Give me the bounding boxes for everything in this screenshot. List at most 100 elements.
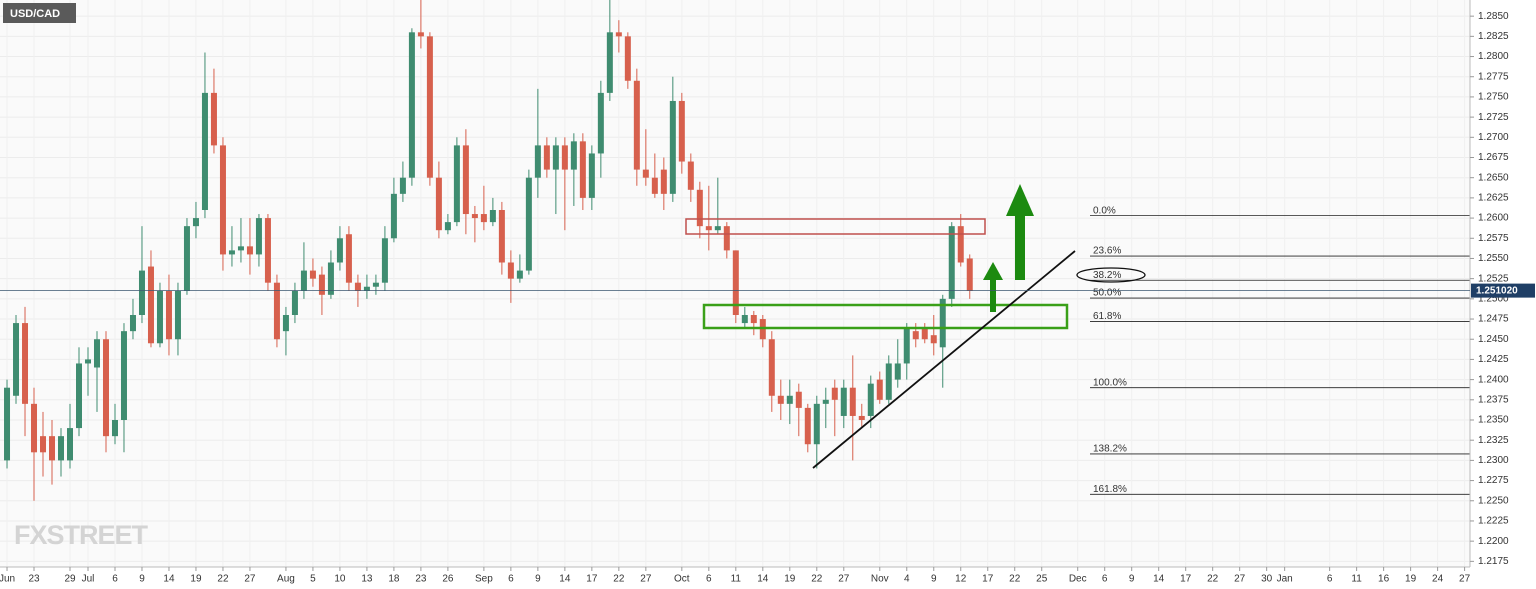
last-price-label: 1.251020 — [1476, 286, 1518, 297]
fib-label: 138.2% — [1093, 444, 1127, 455]
candle-body — [786, 395, 793, 404]
candle-body — [129, 315, 136, 332]
title-box — [3, 3, 76, 23]
candle-body — [867, 383, 874, 416]
candle-body — [192, 218, 199, 227]
candle-body — [147, 266, 154, 344]
candle-body — [363, 286, 370, 291]
x-tick-label: 18 — [388, 574, 400, 585]
highlight-ellipse — [1076, 267, 1146, 283]
candle-body — [120, 331, 127, 420]
x-tick-label: 6 — [1102, 574, 1108, 585]
x-tick-label: 14 — [163, 574, 175, 585]
x-tick-label: 16 — [1378, 574, 1390, 585]
candle-body — [13, 323, 20, 396]
candle-body — [876, 379, 883, 400]
y-tick-label: 1.2750 — [1478, 92, 1509, 103]
candle-body — [606, 32, 613, 93]
x-tick-label: 14 — [757, 574, 769, 585]
candle-body — [795, 391, 802, 408]
candle-body — [444, 222, 451, 231]
x-tick-label: 6 — [1327, 574, 1333, 585]
candle-body — [687, 161, 694, 190]
candle-body — [282, 315, 289, 332]
y-tick-label: 1.2325 — [1478, 435, 1509, 446]
candle-body — [525, 177, 532, 271]
candle-body — [318, 274, 325, 295]
y-tick-label: 1.2575 — [1478, 233, 1509, 244]
y-tick-label: 1.2625 — [1478, 193, 1509, 204]
x-tick-label: 24 — [1432, 574, 1444, 585]
candle-body — [471, 214, 478, 219]
x-tick-label: 19 — [784, 574, 796, 585]
candle-body — [336, 238, 343, 263]
candle-body — [633, 80, 640, 170]
x-tick-label: Jul — [82, 574, 95, 585]
candle-body — [885, 363, 892, 400]
y-tick-label: 1.2650 — [1478, 172, 1509, 183]
x-tick-label: 6 — [508, 574, 514, 585]
fibonacci: 0.0% 23.6% 38.2% 50.0% 61.8% 100.0% 138.2% 161.… — [1090, 205, 1470, 495]
candle-body — [4, 387, 11, 461]
x-tick-label: 11 — [1351, 574, 1362, 585]
candle-body — [777, 395, 784, 404]
candle-body — [156, 290, 163, 344]
candle-body — [67, 428, 73, 461]
x-tick-label: 5 — [310, 574, 316, 585]
candle-body — [31, 403, 38, 453]
candle-body — [390, 193, 397, 239]
candle-body — [84, 359, 91, 364]
y-tick-label: 1.2800 — [1478, 51, 1509, 62]
candle-body — [489, 210, 496, 223]
candle-body — [93, 339, 100, 368]
candle-body — [822, 399, 829, 404]
x-tick-label: 27 — [1459, 574, 1471, 585]
candle-body — [840, 387, 847, 416]
candle-body — [264, 218, 271, 283]
candle-body — [237, 246, 244, 251]
candle-body — [570, 141, 577, 170]
candle-body — [381, 238, 388, 283]
candle-body — [183, 226, 190, 291]
candle-body — [552, 145, 559, 170]
x-tick-label: Oct — [674, 574, 690, 585]
y-tick-label: 1.2400 — [1478, 374, 1509, 385]
candle-body — [615, 32, 622, 37]
y-tick-label: 1.2500 — [1478, 293, 1509, 304]
candle-body — [516, 270, 523, 279]
candle-body — [228, 250, 235, 255]
resistance-zone — [685, 218, 986, 235]
candle-body — [453, 145, 460, 223]
candle-body — [939, 298, 946, 348]
y-tick-label: 1.2550 — [1478, 253, 1509, 264]
candle-body — [22, 323, 29, 404]
y-tick-label: 1.2225 — [1478, 516, 1509, 527]
x-tick-label: 12 — [955, 574, 967, 585]
y-tick-label: 1.2825 — [1478, 31, 1509, 42]
candle-body — [642, 169, 649, 178]
support-zone — [702, 303, 1069, 330]
y-tick-label: 1.2600 — [1478, 213, 1509, 224]
x-tick-label: 19 — [1405, 574, 1417, 585]
candle-body — [462, 145, 469, 215]
candle-body — [543, 145, 550, 170]
x-tick-label: 14 — [559, 574, 571, 585]
candle-body — [651, 177, 658, 194]
candle-body — [408, 32, 415, 178]
x-tick-label: 9 — [535, 574, 541, 585]
chart-title: USD/CAD — [10, 8, 60, 20]
candle-body — [903, 327, 910, 364]
fib-label: 100.0% — [1093, 377, 1127, 388]
candle-body — [507, 262, 514, 279]
candle-body — [750, 315, 757, 324]
x-tick-label: 27 — [640, 574, 652, 585]
grid — [0, 15, 1470, 562]
candles — [4, 0, 973, 501]
x-tick-label: 17 — [982, 574, 994, 585]
candle-body — [660, 169, 667, 194]
arrow-up — [983, 262, 1003, 312]
x-tick-label: 22 — [811, 574, 823, 585]
candle-body — [40, 436, 47, 453]
candle-body — [705, 226, 712, 231]
